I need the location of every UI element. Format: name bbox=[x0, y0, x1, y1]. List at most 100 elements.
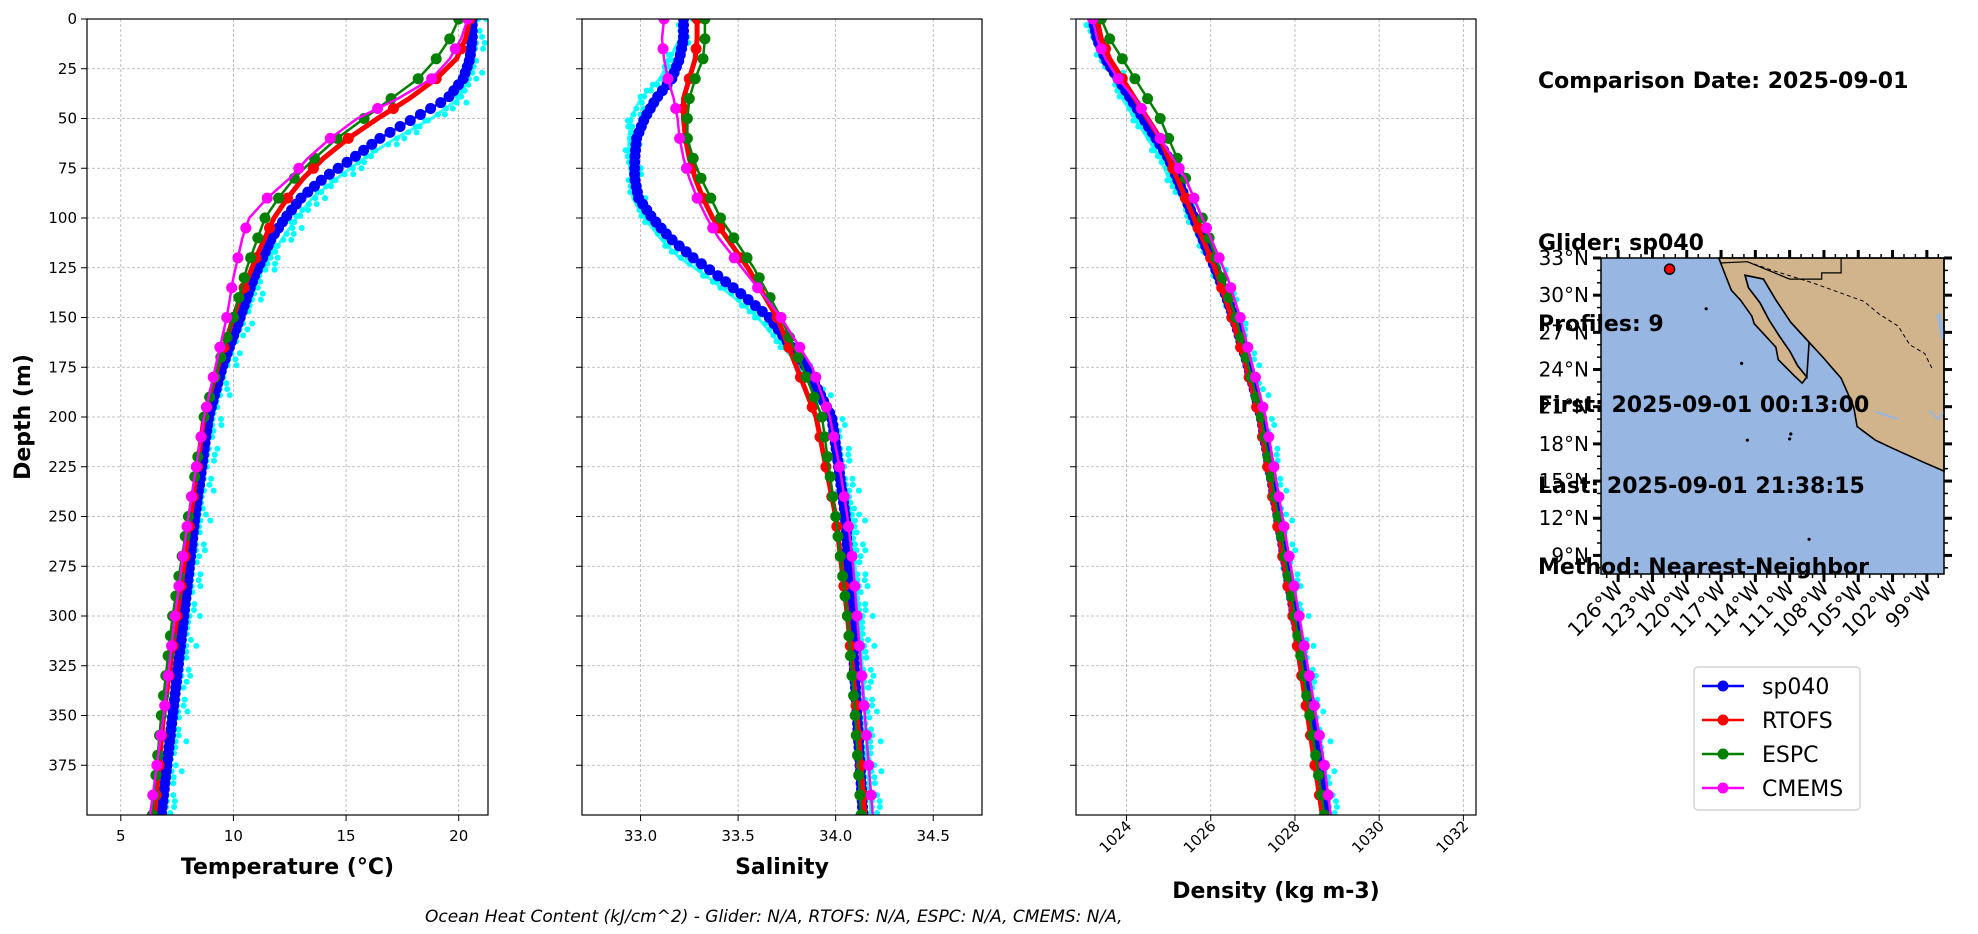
glider-raw-point bbox=[170, 774, 177, 781]
glider-raw-point bbox=[183, 654, 190, 661]
y-tick-label: 75 bbox=[58, 159, 77, 177]
glider-raw-point bbox=[649, 81, 656, 88]
glider-raw-point bbox=[202, 511, 209, 518]
series-sp040-marker bbox=[435, 97, 447, 109]
series-cmems-marker bbox=[728, 252, 740, 264]
glider-raw-point bbox=[877, 738, 884, 745]
series-cmems-marker bbox=[190, 461, 202, 473]
series-cmems-marker bbox=[240, 222, 252, 234]
series-cmems-marker bbox=[1273, 491, 1285, 503]
glider-raw-point bbox=[473, 57, 480, 64]
series-group bbox=[622, 19, 885, 815]
series-cmems-marker bbox=[195, 431, 207, 443]
legend-label-espc: ESPC bbox=[1762, 743, 1819, 768]
glider-raw-point bbox=[274, 254, 281, 261]
glider-raw-point bbox=[224, 386, 231, 393]
map-lake bbox=[1928, 409, 1945, 421]
series-cmems-marker bbox=[177, 550, 189, 562]
glider-raw-point bbox=[647, 87, 654, 94]
series-group bbox=[146, 19, 488, 815]
glider-raw-point bbox=[262, 266, 269, 273]
x-tick-label: 20 bbox=[449, 827, 468, 845]
last-time: Last: 2025-09-01 21:38:15 bbox=[1538, 474, 1865, 499]
glider-raw-point bbox=[677, 254, 684, 261]
glider-raw-point bbox=[171, 804, 178, 810]
glider-raw-point bbox=[1167, 177, 1174, 184]
series-sp040-marker bbox=[727, 282, 739, 294]
series-espc-marker bbox=[853, 769, 865, 781]
series-cmems-marker bbox=[834, 461, 846, 473]
glider-raw-point bbox=[481, 39, 488, 46]
glider-raw-point bbox=[312, 195, 319, 202]
glider-raw-point bbox=[461, 87, 468, 94]
series-rtofs-marker bbox=[342, 132, 354, 144]
glider-raw-point bbox=[643, 87, 650, 94]
glider-raw-point bbox=[240, 332, 247, 339]
series-espc-marker bbox=[830, 511, 842, 522]
series-cmems-marker bbox=[1201, 222, 1212, 234]
glider-raw-point bbox=[218, 422, 225, 428]
glider-raw-point bbox=[207, 517, 214, 524]
glider-raw-point bbox=[1333, 798, 1339, 805]
glider-raw-point bbox=[226, 392, 233, 399]
series-cmems-marker bbox=[674, 132, 686, 144]
glider-raw-point bbox=[328, 183, 334, 190]
map-island bbox=[1807, 537, 1811, 541]
glider-raw-point bbox=[469, 69, 476, 76]
series-espc-marker bbox=[837, 570, 849, 582]
glider-raw-point bbox=[1283, 511, 1289, 518]
series-espc-marker bbox=[819, 431, 831, 443]
glider-raw-point bbox=[180, 702, 187, 709]
glider-raw-point bbox=[1259, 386, 1266, 393]
map-lat-label: 9°N bbox=[1551, 543, 1589, 567]
series-cmems-marker bbox=[858, 700, 870, 712]
map-island bbox=[1740, 361, 1744, 365]
glider-raw-point bbox=[1327, 738, 1334, 745]
map-lat-label: 24°N bbox=[1539, 358, 1589, 382]
series-cmems-line bbox=[1091, 19, 1332, 815]
panel-salinity: 33.0 33.5 34.0 34.5 Salinity bbox=[576, 18, 983, 880]
y-tick-label: 200 bbox=[48, 408, 77, 426]
legend: sp040 RTOFS ESPC CMEMS bbox=[1693, 666, 1861, 811]
glider-raw-point bbox=[854, 571, 861, 578]
glider-raw-point bbox=[465, 81, 472, 88]
glider-raw-point bbox=[855, 487, 862, 494]
series-cmems-marker bbox=[865, 789, 877, 801]
series-espc-marker bbox=[843, 630, 855, 642]
x-tick-label: 33.0 bbox=[624, 827, 657, 845]
series-cmems-line bbox=[148, 19, 469, 815]
series-cmems-marker bbox=[828, 431, 840, 443]
glider-raw-point bbox=[630, 111, 637, 118]
glider-raw-point bbox=[709, 278, 716, 285]
glider-raw-point bbox=[323, 183, 330, 190]
series-cmems-marker bbox=[1154, 132, 1166, 144]
glider-raw-point bbox=[1133, 117, 1140, 124]
y-tick-label: 25 bbox=[58, 60, 77, 78]
map-state-lines bbox=[1747, 261, 1934, 370]
glider-raw-point bbox=[641, 93, 648, 100]
series-cmems-marker bbox=[1188, 192, 1200, 204]
series-espc-marker bbox=[453, 19, 465, 25]
series-cmems-marker bbox=[155, 729, 167, 741]
series-cmems-marker bbox=[261, 192, 273, 204]
series-cmems-marker bbox=[846, 550, 858, 562]
series-espc-marker bbox=[699, 19, 711, 25]
map-lat-label: 18°N bbox=[1539, 432, 1589, 456]
x-axis-label: Density (kg m-3) bbox=[1172, 879, 1380, 904]
map-glider-marker bbox=[1663, 263, 1676, 275]
glider-raw-point bbox=[845, 445, 852, 452]
y-tick-label: 350 bbox=[48, 707, 77, 725]
series-espc-marker bbox=[753, 272, 765, 284]
series-sp040-marker bbox=[384, 126, 396, 138]
glider-raw-point bbox=[361, 159, 368, 166]
glider-raw-point bbox=[413, 129, 420, 136]
series-espc-marker bbox=[1318, 809, 1330, 815]
glider-raw-point bbox=[862, 517, 868, 524]
glider-raw-point bbox=[274, 242, 281, 249]
glider-raw-point bbox=[633, 105, 640, 112]
series-cmems-marker bbox=[810, 371, 822, 383]
glider-raw-point bbox=[193, 642, 200, 649]
series-espc-marker bbox=[816, 411, 828, 423]
series-espc-marker bbox=[1104, 33, 1116, 45]
series-sp040-marker bbox=[332, 162, 344, 174]
